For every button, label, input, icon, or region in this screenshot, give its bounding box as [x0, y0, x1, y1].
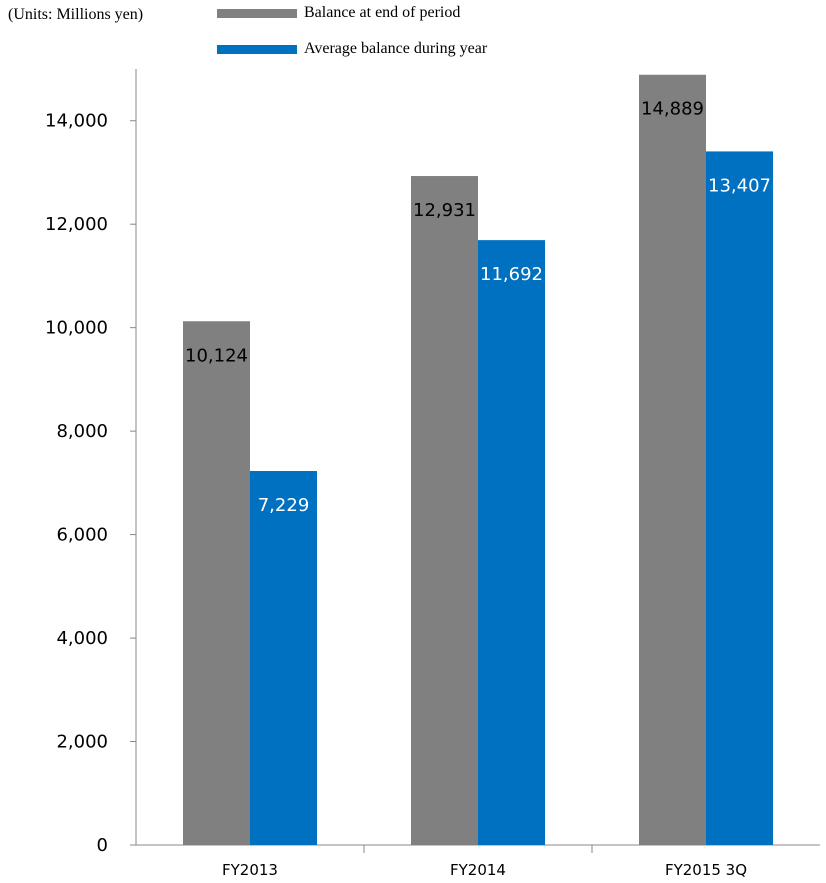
labels: 10,124 7,229 12,931 11,692 14,889 13,407 [185, 99, 771, 516]
bars [183, 74, 773, 846]
legend-swatch-average-balance [217, 44, 297, 54]
legend-label-end-balance: Balance at end of period [304, 4, 461, 21]
y-tick-label: 6,000 [56, 525, 108, 546]
y-tick-label: 8,000 [56, 421, 108, 442]
legend: Balance at end of period Average balance… [217, 4, 487, 76]
data-label-average-balance: 13,407 [708, 175, 771, 196]
y-tick-label: 0 [97, 835, 108, 856]
bar-average-balance [706, 151, 773, 845]
y-tick-label: 2,000 [56, 732, 108, 753]
units-label: (Units: Millions yen) [8, 6, 144, 23]
bar-end-balance [411, 176, 478, 846]
legend-item-end-balance: Balance at end of period [217, 4, 487, 22]
y-tick-label: 4,000 [56, 628, 108, 649]
axes: 0 2,000 4,000 6,000 8,000 10,000 12,000 14,000 F… [45, 69, 820, 879]
bar-average-balance [250, 471, 317, 845]
data-label-average-balance: 11,692 [480, 264, 543, 285]
x-category-label: FY2014 [450, 861, 506, 879]
data-label-end-balance: 10,124 [185, 345, 248, 366]
legend-item-average-balance: Average balance during year [217, 40, 487, 58]
bar-end-balance [183, 321, 250, 846]
data-label-end-balance: 12,931 [413, 200, 476, 221]
y-tick-label: 12,000 [45, 214, 108, 235]
bar-end-balance [639, 74, 706, 845]
legend-label-average-balance: Average balance during year [304, 40, 488, 57]
data-label-end-balance: 14,889 [641, 99, 704, 120]
legend-swatch-end-balance [217, 8, 297, 18]
x-category-label: FY2015 3Q [665, 861, 747, 879]
x-category-label: FY2013 [222, 861, 278, 879]
y-tick-label: 14,000 [45, 111, 108, 132]
y-tick-label: 10,000 [45, 318, 108, 339]
bar-average-balance [478, 240, 545, 846]
data-label-average-balance: 7,229 [258, 495, 310, 516]
